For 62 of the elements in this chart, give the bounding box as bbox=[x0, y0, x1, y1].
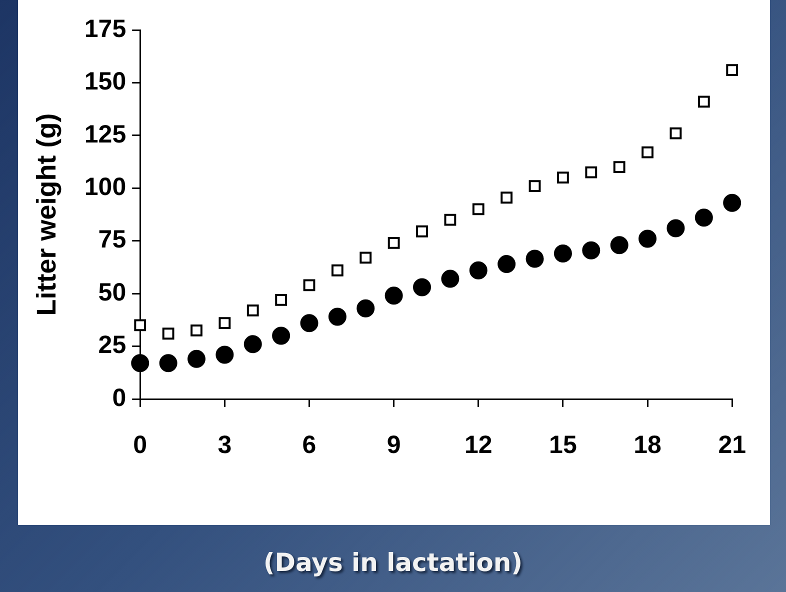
point bbox=[528, 180, 541, 192]
point bbox=[331, 264, 344, 276]
point bbox=[498, 255, 516, 274]
point bbox=[642, 146, 654, 158]
point bbox=[694, 208, 713, 227]
point bbox=[726, 64, 738, 76]
point bbox=[500, 192, 513, 204]
x-tick-label: 9 bbox=[386, 430, 401, 459]
point bbox=[638, 230, 657, 248]
x-tick-label: 21 bbox=[718, 430, 746, 459]
point bbox=[246, 304, 259, 316]
point bbox=[187, 350, 206, 368]
y-tick-label: 50 bbox=[98, 278, 126, 306]
x-tick-label: 12 bbox=[464, 430, 492, 459]
y-tick-label: 175 bbox=[84, 14, 126, 43]
point bbox=[360, 252, 372, 264]
point bbox=[190, 324, 202, 336]
y-tick-label: 150 bbox=[84, 68, 126, 96]
point bbox=[384, 286, 403, 305]
point bbox=[698, 96, 710, 108]
point bbox=[244, 335, 262, 354]
x-tick-label: 3 bbox=[218, 430, 232, 459]
point bbox=[557, 172, 569, 184]
point bbox=[356, 299, 375, 318]
point bbox=[441, 270, 460, 288]
point bbox=[388, 237, 400, 249]
x-tick-label: 15 bbox=[549, 430, 577, 459]
point bbox=[610, 236, 628, 254]
point bbox=[413, 278, 432, 296]
point bbox=[469, 261, 488, 280]
point bbox=[328, 308, 346, 326]
y-axis-title: Litter weight (g) bbox=[32, 113, 62, 316]
point bbox=[303, 279, 316, 292]
point bbox=[216, 346, 234, 364]
point bbox=[444, 214, 456, 226]
point bbox=[275, 294, 288, 306]
y-tick-label: 25 bbox=[98, 331, 126, 360]
point bbox=[131, 354, 150, 372]
y-tick-label: 0 bbox=[112, 384, 126, 412]
point bbox=[670, 127, 682, 140]
point bbox=[218, 317, 231, 330]
x-tick-label: 18 bbox=[634, 430, 662, 459]
point bbox=[162, 328, 174, 340]
point bbox=[585, 166, 598, 178]
point bbox=[554, 244, 572, 263]
point bbox=[723, 194, 742, 212]
point bbox=[472, 203, 484, 216]
point bbox=[300, 314, 318, 332]
point bbox=[416, 225, 428, 238]
point bbox=[613, 161, 626, 174]
y-tick-label: 100 bbox=[84, 173, 126, 202]
point bbox=[582, 241, 600, 260]
point bbox=[159, 354, 178, 372]
y-tick-label: 75 bbox=[98, 226, 126, 254]
x-tick-label: 0 bbox=[133, 430, 148, 459]
y-tick-label: 125 bbox=[84, 120, 126, 148]
point bbox=[134, 319, 146, 332]
x-axis-title: (Days in lactation) bbox=[262, 548, 524, 577]
x-tick-label: 6 bbox=[302, 430, 316, 459]
point bbox=[666, 219, 685, 238]
point bbox=[526, 250, 544, 268]
point bbox=[272, 326, 290, 345]
